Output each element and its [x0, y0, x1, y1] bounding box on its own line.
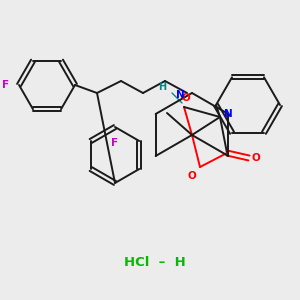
Text: O: O [182, 93, 190, 103]
Text: N: N [224, 109, 232, 119]
Text: F: F [2, 80, 9, 90]
Text: H: H [158, 82, 166, 92]
Text: N: N [176, 90, 184, 100]
Text: HCl  –  H: HCl – H [124, 256, 186, 268]
Text: O: O [188, 171, 196, 181]
Text: O: O [252, 153, 260, 163]
Text: F: F [111, 138, 118, 148]
